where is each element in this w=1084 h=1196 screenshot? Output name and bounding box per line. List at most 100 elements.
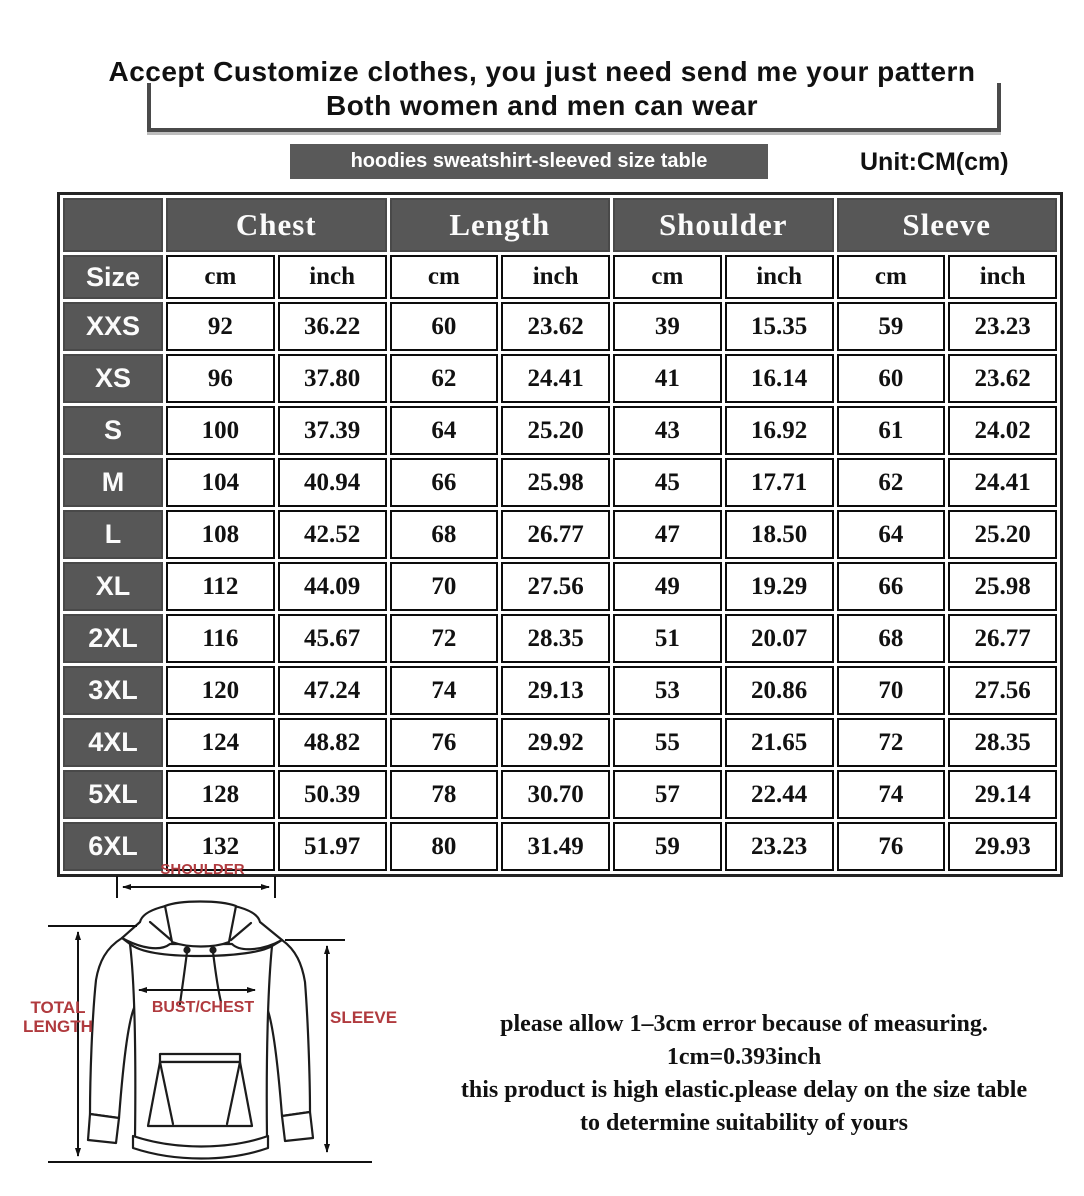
value-cell: 57 [613, 770, 722, 819]
size-row-6xl: 6XL 132 51.97 80 31.49 59 23.23 76 29.93 [63, 822, 1057, 871]
size-row-5xl: 5XL 128 50.39 78 30.70 57 22.44 74 29.14 [63, 770, 1057, 819]
value-cell: 28.35 [501, 614, 610, 663]
group-header-row: Chest Length Shoulder Sleeve [63, 198, 1057, 252]
size-label: 4XL [63, 718, 163, 767]
value-cell: 23.62 [501, 302, 610, 351]
value-cell: 124 [166, 718, 275, 767]
value-cell: 39 [613, 302, 722, 351]
value-cell: 116 [166, 614, 275, 663]
value-cell: 29.14 [948, 770, 1057, 819]
shoulder-label: SHOULDER [160, 861, 245, 878]
value-cell: 66 [389, 458, 499, 507]
value-cell: 50.39 [277, 770, 387, 819]
unit-label: Unit:CM(cm) [860, 148, 1009, 176]
value-cell: 72 [389, 614, 499, 663]
value-cell: 62 [836, 458, 946, 507]
value-cell: 29.93 [948, 822, 1057, 871]
value-cell: 47 [613, 510, 722, 559]
value-cell: 66 [836, 562, 946, 611]
value-cell: 23.62 [948, 354, 1057, 403]
unit-header-6: cm [836, 255, 946, 299]
value-cell: 28.35 [948, 718, 1057, 767]
value-cell: 64 [836, 510, 946, 559]
size-label: XXS [63, 302, 163, 351]
size-row-xxs: XXS 92 36.22 60 23.62 39 15.35 59 23.23 [63, 302, 1057, 351]
size-row-xl: XL 112 44.09 70 27.56 49 19.29 66 25.98 [63, 562, 1057, 611]
size-label: S [63, 406, 163, 455]
value-cell: 49 [613, 562, 722, 611]
hoodie-diagram [48, 876, 372, 1163]
size-row-l: L 108 42.52 68 26.77 47 18.50 64 25.20 [63, 510, 1057, 559]
value-cell: 76 [389, 718, 499, 767]
value-cell: 23.23 [724, 822, 834, 871]
size-row-m: M 104 40.94 66 25.98 45 17.71 62 24.41 [63, 458, 1057, 507]
value-cell: 24.02 [948, 406, 1057, 455]
value-cell: 70 [389, 562, 499, 611]
size-label: L [63, 510, 163, 559]
value-cell: 61 [836, 406, 946, 455]
value-cell: 59 [613, 822, 722, 871]
value-cell: 20.86 [724, 666, 834, 715]
value-cell: 24.41 [948, 458, 1057, 507]
value-cell: 96 [166, 354, 275, 403]
value-cell: 21.65 [724, 718, 834, 767]
page-title: Accept Customize clothes, you just need … [0, 55, 1084, 123]
value-cell: 74 [836, 770, 946, 819]
size-label: 2XL [63, 614, 163, 663]
unit-header-7: inch [948, 255, 1057, 299]
size-label: 3XL [63, 666, 163, 715]
hoodie-drawing [86, 900, 315, 1160]
note-line-1: please allow 1–3cm error because of meas… [500, 1011, 988, 1037]
title-line-2: Both women and men can wear [325, 90, 759, 121]
value-cell: 27.56 [501, 562, 610, 611]
size-column-header: Size [63, 255, 163, 299]
size-label: 6XL [63, 822, 163, 871]
value-cell: 76 [836, 822, 946, 871]
value-cell: 29.13 [501, 666, 610, 715]
unit-header-5: inch [724, 255, 834, 299]
value-cell: 36.22 [277, 302, 387, 351]
size-row-s: S 100 37.39 64 25.20 43 16.92 61 24.02 [63, 406, 1057, 455]
note-line-4: to determine suitability of yours [580, 1110, 908, 1136]
value-cell: 62 [389, 354, 499, 403]
value-cell: 43 [613, 406, 722, 455]
size-row-xs: XS 96 37.80 62 24.41 41 16.14 60 23.62 [63, 354, 1057, 403]
value-cell: 37.39 [277, 406, 387, 455]
value-cell: 132 [166, 822, 275, 871]
value-cell: 92 [166, 302, 275, 351]
value-cell: 16.92 [724, 406, 834, 455]
table-corner-cell [63, 198, 163, 252]
sleeve-label: SLEEVE [330, 1008, 398, 1027]
unit-header-4: cm [613, 255, 722, 299]
value-cell: 25.20 [948, 510, 1057, 559]
value-cell: 48.82 [277, 718, 387, 767]
value-cell: 45.67 [277, 614, 387, 663]
value-cell: 16.14 [724, 354, 834, 403]
value-cell: 27.56 [948, 666, 1057, 715]
value-cell: 112 [166, 562, 275, 611]
value-cell: 18.50 [724, 510, 834, 559]
value-cell: 15.35 [724, 302, 834, 351]
value-cell: 70 [836, 666, 946, 715]
value-cell: 42.52 [277, 510, 387, 559]
value-cell: 64 [389, 406, 499, 455]
group-header-chest: Chest [166, 198, 387, 252]
unit-header-2: cm [389, 255, 499, 299]
value-cell: 25.98 [948, 562, 1057, 611]
value-cell: 60 [389, 302, 499, 351]
value-cell: 80 [389, 822, 499, 871]
value-cell: 23.23 [948, 302, 1057, 351]
value-cell: 40.94 [277, 458, 387, 507]
value-cell: 74 [389, 666, 499, 715]
value-cell: 51 [613, 614, 722, 663]
value-cell: 120 [166, 666, 275, 715]
size-table: Chest Length Shoulder Sleeve Size cm inch cm inc… [57, 192, 1063, 877]
size-row-3xl: 3XL 120 47.24 74 29.13 53 20.86 70 27.56 [63, 666, 1057, 715]
bust-chest-label: BUST/CHEST [151, 999, 255, 1016]
title-line-1: Accept Customize clothes, you just need … [108, 56, 976, 87]
value-cell: 26.77 [501, 510, 610, 559]
size-label: 5XL [63, 770, 163, 819]
value-cell: 31.49 [501, 822, 610, 871]
value-cell: 25.20 [501, 406, 610, 455]
value-cell: 20.07 [724, 614, 834, 663]
